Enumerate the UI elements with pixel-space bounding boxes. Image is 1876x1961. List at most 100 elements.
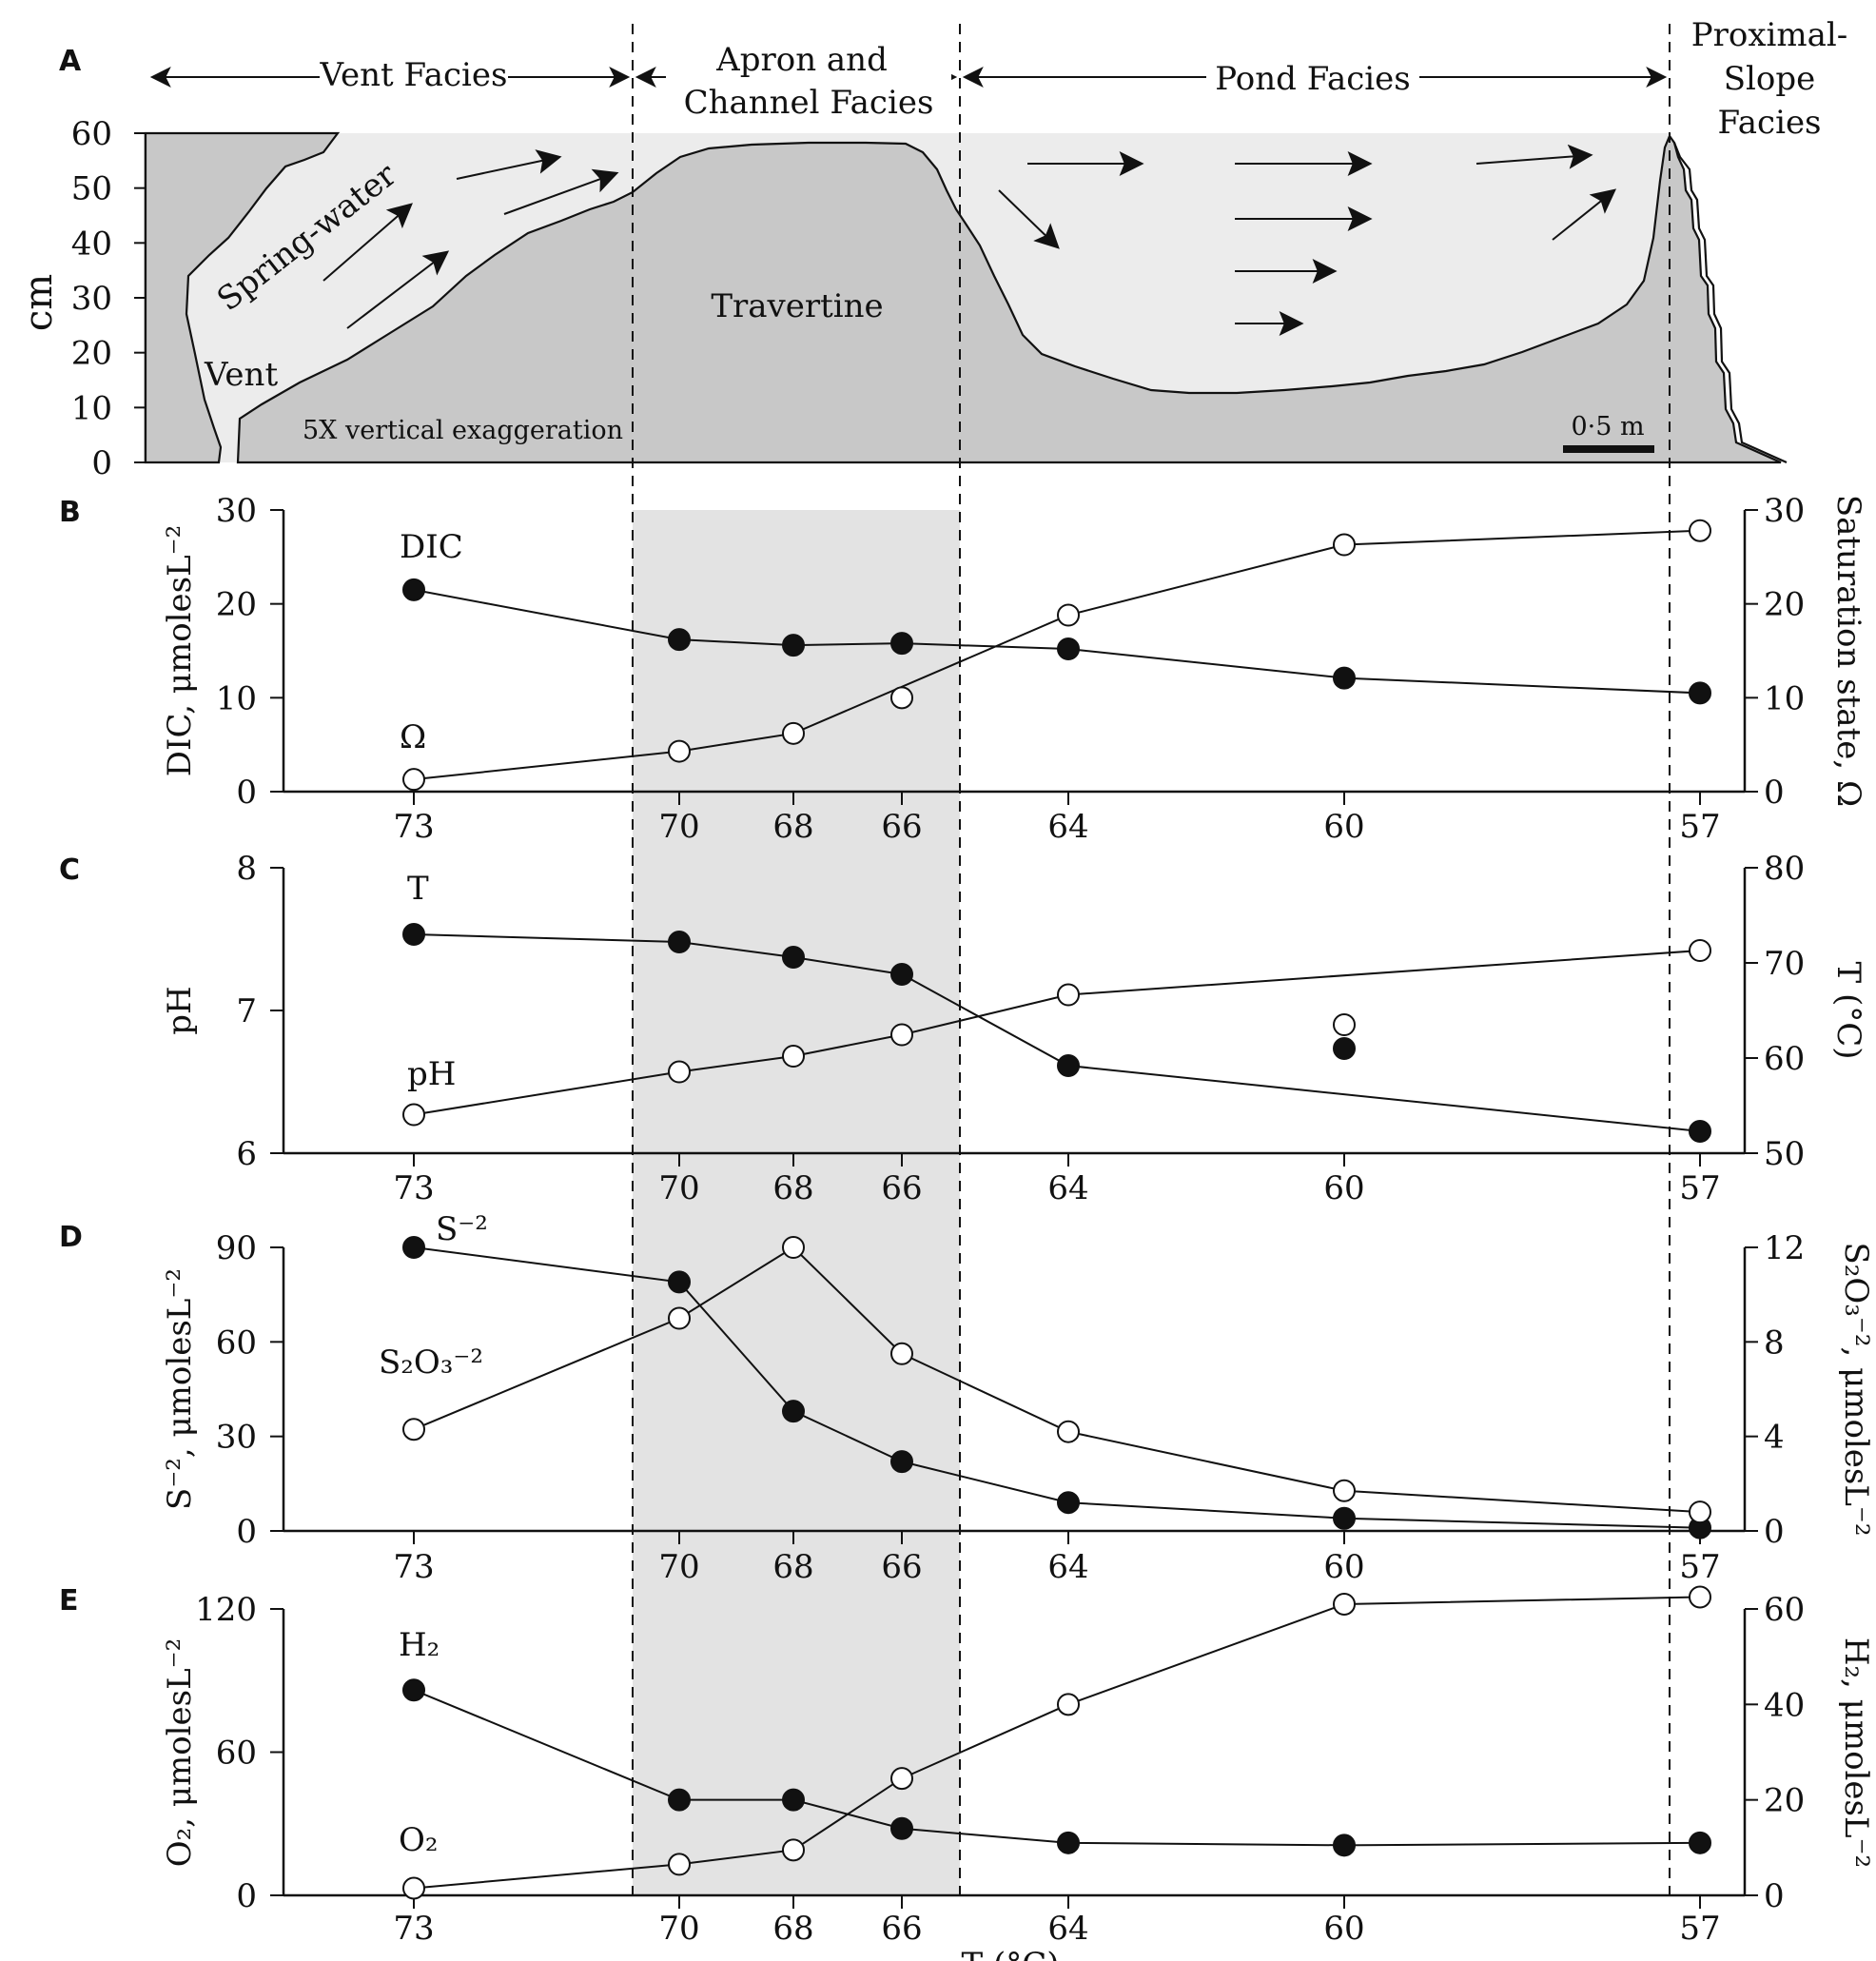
panel-d-left-tick-label: 0 bbox=[236, 1513, 257, 1551]
panel-e-left-tick-label: 120 bbox=[195, 1591, 257, 1629]
panel-c-series-line bbox=[413, 933, 1701, 1132]
panel-c-point-filled bbox=[1333, 1037, 1356, 1060]
panel-e-left-tick-label: 0 bbox=[236, 1877, 257, 1915]
panel-b-series-label: DIC bbox=[400, 528, 463, 566]
flow-arrows bbox=[322, 144, 1617, 336]
panel-d-point-open bbox=[668, 1306, 691, 1330]
panel-b-right-axis-label: Saturation state, Ω bbox=[1829, 495, 1867, 807]
panel-c-left-axis-label: pH bbox=[161, 986, 199, 1034]
flow-arrow bbox=[1552, 188, 1617, 241]
panel-e-right-tick-label: 20 bbox=[1764, 1782, 1805, 1820]
panel-e-point-filled bbox=[890, 1816, 913, 1840]
panel-e-right-tick-label: 40 bbox=[1764, 1686, 1805, 1724]
panel-c-x-tick-label: 64 bbox=[1047, 1169, 1088, 1207]
panel-d-x-tick-label: 66 bbox=[881, 1548, 922, 1586]
panel-d-series-label: S⁻² bbox=[436, 1210, 488, 1248]
panel-d-point-open bbox=[402, 1418, 425, 1441]
panel-b-x-tick-label: 70 bbox=[658, 808, 699, 846]
panel-c-x-tick-label: 68 bbox=[772, 1169, 813, 1207]
panel-e-x-tick-label: 73 bbox=[393, 1910, 434, 1948]
panel-c-x-tick-label: 60 bbox=[1323, 1169, 1364, 1207]
panel-b-left-tick-label: 20 bbox=[216, 586, 257, 624]
panel-c-x-tick-label: 70 bbox=[658, 1169, 699, 1207]
panel-b-point-open bbox=[1689, 519, 1711, 542]
panel-e-x-tick-label: 64 bbox=[1047, 1910, 1088, 1948]
panel-c-right-tick-label: 60 bbox=[1764, 1040, 1805, 1078]
panel-b-left-tick-label: 10 bbox=[216, 679, 257, 717]
panel-e-left-tick-label: 60 bbox=[216, 1735, 257, 1773]
panel-b-series-line bbox=[413, 529, 1701, 781]
flow-arrow bbox=[456, 149, 562, 180]
panel-e-point-open bbox=[782, 1838, 805, 1862]
panel-b-x-tick-label: 57 bbox=[1679, 808, 1720, 846]
panel-c-series-label: T bbox=[407, 870, 429, 908]
panel-b-point-filled bbox=[1333, 666, 1356, 690]
panel-c-right-axis-label: T (°C) bbox=[1829, 961, 1867, 1059]
panel-b-point-filled bbox=[782, 634, 805, 657]
proximal-facies-label-3: Facies bbox=[1717, 104, 1821, 142]
panel-d-point-filled bbox=[1333, 1506, 1356, 1530]
panel-a-y-tick-label: 40 bbox=[71, 225, 112, 263]
panel-c-point-open bbox=[1689, 939, 1711, 962]
panel-b-point-filled bbox=[668, 628, 691, 652]
panel-c-point-open bbox=[1333, 1013, 1356, 1036]
panel-d-left-tick-label: 60 bbox=[216, 1324, 257, 1362]
panel-b-point-filled bbox=[1689, 681, 1711, 705]
flow-arrow bbox=[322, 203, 413, 282]
panel-c-left-tick-label: 8 bbox=[236, 850, 257, 888]
panel-d-x-tick-label: 60 bbox=[1323, 1548, 1364, 1586]
panel-d-point-filled bbox=[402, 1236, 425, 1259]
panel-a-y-tick-label: 30 bbox=[71, 280, 112, 318]
panel-b-x-tick-label: 66 bbox=[881, 808, 922, 846]
panel-d-left-axis-label: S⁻², μmolesL⁻² bbox=[161, 1268, 199, 1510]
panel-e-x-tick-label: 70 bbox=[658, 1910, 699, 1948]
panel-d-point-open bbox=[1057, 1420, 1080, 1443]
panel-a-y-ticks: 0 10 20 30 40 50 60 bbox=[71, 115, 146, 482]
panel-d-x-tick-label: 73 bbox=[393, 1548, 434, 1586]
panel-b-x-tick-label: 68 bbox=[772, 808, 813, 846]
panel-c-x-tick-label: 73 bbox=[393, 1169, 434, 1207]
panel-c-point-open bbox=[668, 1060, 691, 1084]
panel-e-series-line bbox=[413, 1689, 1701, 1847]
travertine-left-wall bbox=[144, 131, 341, 464]
panel-e-right-tick-label: 0 bbox=[1764, 1877, 1785, 1915]
panel-b-point-open bbox=[782, 721, 805, 745]
panel-c-left-tick-label: 7 bbox=[236, 992, 257, 1030]
panel-e-point-open bbox=[1057, 1693, 1080, 1716]
panel-c-x-tick-label: 57 bbox=[1679, 1169, 1720, 1207]
travertine-label: Travertine bbox=[711, 287, 883, 325]
panel-e-x-tick-label: 57 bbox=[1679, 1910, 1720, 1948]
apron-facies-label-1: Apron and bbox=[715, 41, 888, 79]
panel-e-left-axis-label: O₂, μmolesL⁻² bbox=[161, 1638, 199, 1868]
panel-e-letter: E bbox=[59, 1584, 79, 1618]
panel-b-series-label: Ω bbox=[400, 718, 426, 756]
panel-e-point-filled bbox=[668, 1788, 691, 1812]
x-axis-title: T (°C) bbox=[961, 1946, 1059, 1961]
panel-d-point-open bbox=[1333, 1479, 1356, 1502]
panel-d-x-tick-label: 57 bbox=[1679, 1548, 1720, 1586]
panel-c-letter: C bbox=[59, 853, 80, 887]
panel-e-point-filled bbox=[1689, 1831, 1711, 1854]
flow-arrow bbox=[503, 168, 619, 215]
panel-d-left-tick-label: 30 bbox=[216, 1419, 257, 1457]
panel-e-point-open bbox=[1333, 1592, 1356, 1616]
panel-d-point-filled bbox=[1057, 1491, 1080, 1515]
panel-c-point-filled bbox=[890, 963, 913, 986]
proximal-facies-label-2: Slope bbox=[1724, 60, 1816, 98]
vent-facies-label-bg bbox=[320, 55, 508, 97]
vent-label: Vent bbox=[204, 356, 278, 394]
travertine-body bbox=[236, 133, 1782, 464]
panel-e-point-filled bbox=[1333, 1834, 1356, 1857]
panel-e-point-filled bbox=[782, 1788, 805, 1812]
panel-c-x-tick-label: 66 bbox=[881, 1169, 922, 1207]
panel-b-left-tick-label: 0 bbox=[236, 774, 257, 812]
panel-c-point-filled bbox=[402, 923, 425, 946]
panel-b-point-open bbox=[890, 686, 913, 710]
panel-e-point-open bbox=[890, 1767, 913, 1791]
panel-d-sulfide-thiosulfate: D 0 30 60 90 0 4 8 12 73 70 68 66 64 60 57 S⁻², μmolesL⁻… bbox=[59, 1210, 1875, 1586]
panel-c-series-line bbox=[413, 950, 1701, 1116]
panel-d-right-tick-label: 0 bbox=[1764, 1513, 1785, 1551]
panel-d-right-tick-label: 4 bbox=[1764, 1419, 1785, 1457]
panel-b-point-open bbox=[402, 768, 425, 792]
